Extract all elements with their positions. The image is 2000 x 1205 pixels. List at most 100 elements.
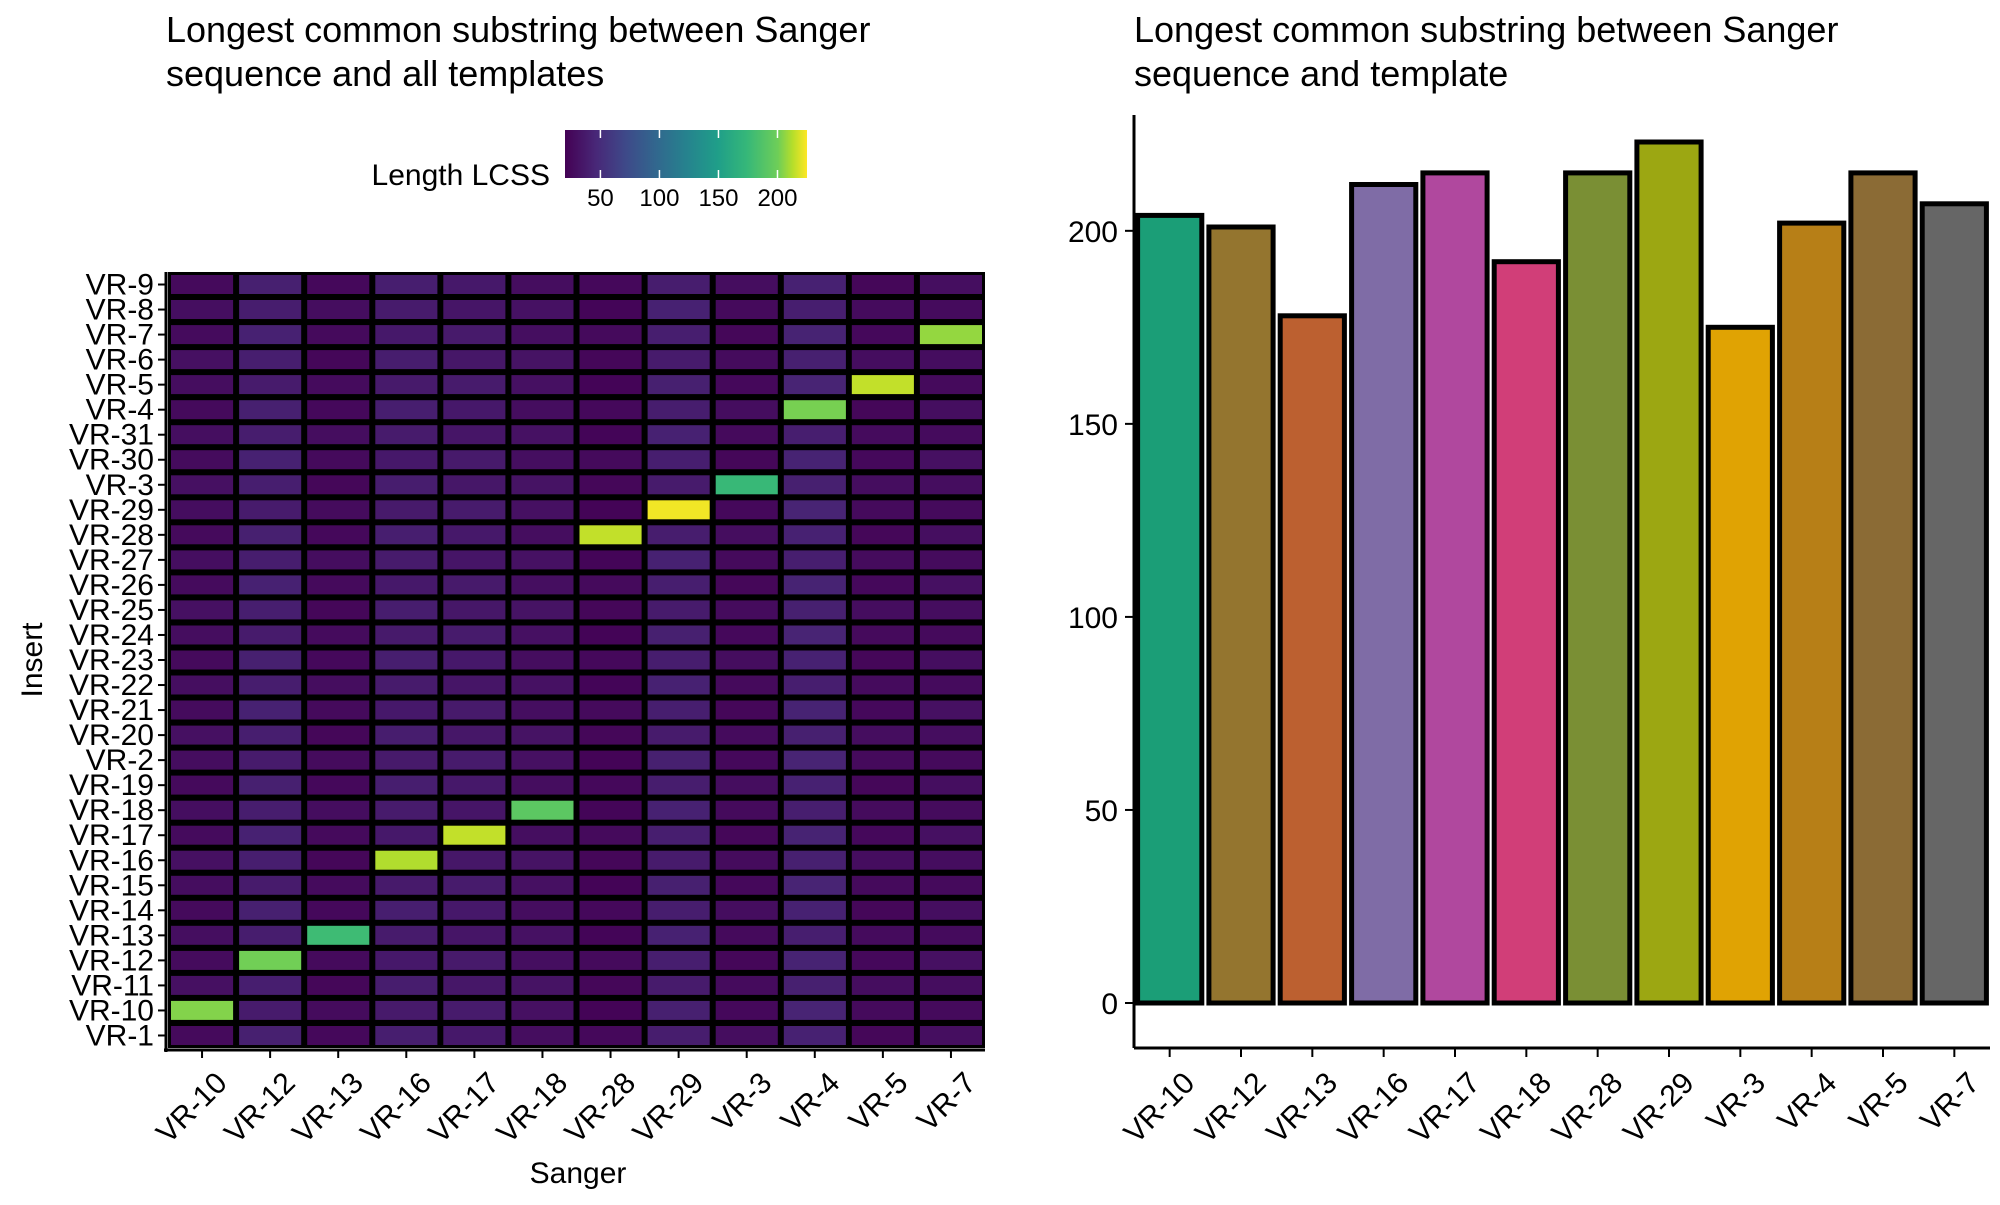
heatmap-cell: [239, 800, 302, 820]
heatmap-cell: [783, 675, 846, 695]
heatmap-cell: [375, 325, 438, 345]
heatmap-cell: [647, 875, 710, 895]
heatmap-cell: [715, 625, 778, 645]
heatmap-cell: [511, 475, 574, 495]
heatmap-cell: [851, 525, 914, 545]
heatmap-cell: [715, 1026, 778, 1045]
heatmap-y-tick-label-vr-31: VR-31: [69, 419, 154, 452]
heatmap-cell: [851, 375, 914, 395]
heatmap-cell: [579, 300, 642, 319]
heatmap-y-tick-label-vr-20: VR-20: [69, 719, 154, 752]
heatmap-cell: [443, 1000, 506, 1020]
heatmap-cell: [851, 675, 914, 695]
heatmap-cell: [647, 975, 710, 995]
heatmap-cell: [783, 475, 846, 495]
heatmap-cell: [715, 300, 778, 319]
heatmap-cell: [783, 600, 846, 620]
heatmap-cell: [511, 625, 574, 645]
heatmap-cell: [783, 525, 846, 545]
heatmap-cell: [307, 825, 370, 845]
heatmap-cell: [375, 600, 438, 620]
bar-vr-18: [1491, 259, 1561, 1006]
bar-chart-x-tick-labels: VR-10VR-12VR-13VR-16VR-17VR-18VR-28VR-29…: [1118, 1066, 1986, 1149]
heatmap-cell: [783, 1026, 846, 1045]
heatmap-cell: [239, 675, 302, 695]
heatmap-cell: [715, 750, 778, 770]
heatmap-cell: [171, 675, 234, 695]
heatmap-cell: [919, 975, 982, 995]
heatmap-cell: [783, 350, 846, 370]
heatmap-cell: [171, 325, 234, 345]
heatmap-x-tick-label-vr-28: VR-28: [559, 1066, 642, 1149]
heatmap-cell: [171, 375, 234, 395]
colorbar-tick-label: 100: [639, 185, 679, 212]
heatmap-cell: [307, 750, 370, 770]
heatmap-cell: [851, 575, 914, 595]
colorbar-tick-label: 150: [698, 185, 738, 212]
heatmap-cell: [919, 950, 982, 970]
heatmap-cell: [239, 775, 302, 795]
heatmap-cell: [647, 600, 710, 620]
heatmap-y-tick-label-vr-30: VR-30: [69, 444, 154, 477]
heatmap-axes: [158, 272, 985, 1058]
heatmap-cell: [783, 300, 846, 319]
heatmap-cell: [851, 975, 914, 995]
heatmap-cell: [443, 525, 506, 545]
heatmap-cell: [579, 425, 642, 445]
heatmap-title-line1: Longest common substring between Sanger: [166, 9, 870, 50]
heatmap-cell: [919, 1000, 982, 1020]
bar-chart-y-tick-label: 200: [1068, 216, 1118, 249]
heatmap-cell: [171, 1026, 234, 1045]
heatmap-cell: [647, 400, 710, 420]
heatmap-y-tick-label-vr-12: VR-12: [69, 944, 154, 977]
heatmap-cell: [715, 925, 778, 945]
heatmap-cell: [239, 625, 302, 645]
heatmap-background: [168, 272, 985, 1048]
heatmap-cell: [783, 875, 846, 895]
heatmap-cell: [715, 375, 778, 395]
heatmap-cell: [239, 350, 302, 370]
heatmap-cell: [783, 500, 846, 520]
heatmap-cell: [579, 500, 642, 520]
heatmap-cell: [579, 350, 642, 370]
heatmap-cell: [443, 425, 506, 445]
heatmap-cell: [375, 375, 438, 395]
colorbar-legend: Length LCSS 50 100 150 200: [372, 130, 807, 212]
heatmap-cell: [511, 550, 574, 570]
heatmap-cell: [647, 825, 710, 845]
bar-vr-4: [1777, 220, 1847, 1006]
heatmap-cell: [647, 500, 710, 520]
bar-chart-x-tick-label-vr-13: VR-13: [1261, 1066, 1344, 1149]
bar-chart-y-tick-label: 150: [1068, 409, 1118, 442]
heatmap-cell: [375, 700, 438, 720]
heatmap-cell: [171, 625, 234, 645]
heatmap-cell: [783, 775, 846, 795]
bar-vr-5: [1848, 170, 1918, 1006]
bar-vr-13: [1277, 313, 1347, 1006]
heatmap-y-tick-label-vr-17: VR-17: [69, 819, 154, 852]
heatmap-cell: [579, 550, 642, 570]
colorbar-tick-label: 50: [587, 185, 614, 212]
heatmap-cell: [307, 875, 370, 895]
heatmap-cell: [851, 900, 914, 920]
heatmap-cell: [443, 825, 506, 845]
heatmap-cell: [171, 975, 234, 995]
heatmap-cell: [715, 900, 778, 920]
heatmap-cell: [647, 650, 710, 670]
heatmap-cell: [919, 900, 982, 920]
heatmap-cell: [783, 850, 846, 870]
heatmap-cell: [919, 525, 982, 545]
heatmap-cell: [171, 875, 234, 895]
heatmap-cell: [647, 625, 710, 645]
heatmap-cell: [579, 1026, 642, 1045]
heatmap-cells: [168, 272, 985, 1048]
heatmap-cell: [647, 275, 710, 294]
heatmap-cell: [375, 800, 438, 820]
heatmap-y-tick-label-vr-2: VR-2: [86, 744, 154, 777]
heatmap-cell: [171, 400, 234, 420]
heatmap-cell: [647, 750, 710, 770]
heatmap-cell: [307, 650, 370, 670]
heatmap-cell: [579, 750, 642, 770]
heatmap-cell: [239, 850, 302, 870]
heatmap-x-tick-label-vr-4: VR-4: [775, 1066, 847, 1138]
